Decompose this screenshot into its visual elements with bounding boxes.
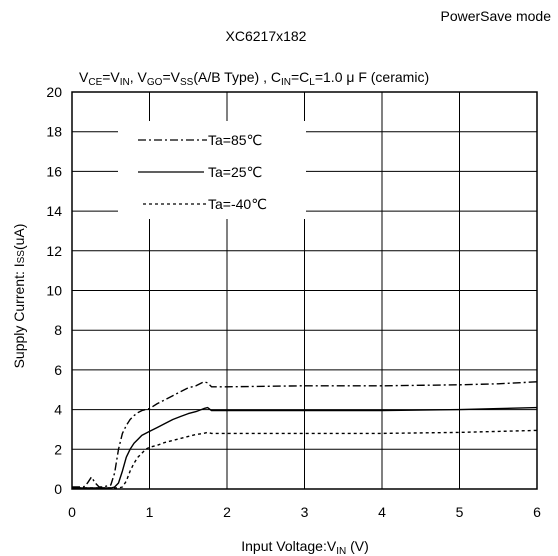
series-line-0 [72,381,538,488]
plot-frame [71,91,538,490]
y-tick-label: 10 [46,283,62,299]
y-tick-label: 12 [46,243,62,259]
y-tick-label: 20 [46,84,62,100]
y-tick-label: 18 [46,124,62,140]
y-axis-label: Supply Current: ISS(uA) [11,224,27,369]
y-tick-label: 4 [54,402,62,418]
legend: Ta=85℃ Ta=25℃ Ta=-40℃ [118,121,306,219]
series-line-1 [72,406,538,489]
x-tick-labels: 0 1 2 3 4 5 6 [68,504,541,520]
x-tick-label: 3 [301,504,309,520]
y-tick-label: 6 [54,362,62,378]
y-tick-label: 2 [54,441,62,457]
mode-label: PowerSave mode [440,8,551,24]
y-tick-label: 0 [54,481,62,497]
legend-label-25: Ta=25℃ [208,164,262,180]
legend-label-m40: Ta=-40℃ [208,196,267,212]
x-axis-label: Input Voltage:VIN (V) [241,538,369,556]
y-tick-label: 14 [46,203,62,219]
y-tick-label: 8 [54,322,62,338]
x-tick-label: 2 [223,504,231,520]
x-tick-label: 6 [533,504,541,520]
x-tick-label: 5 [456,504,464,520]
legend-box [118,121,306,219]
condition-subtitle: VCE=VIN, VGO=VSS(A/B Type) , CIN=CL=1.0 … [79,69,429,88]
x-tick-label: 1 [146,504,154,520]
y-tick-labels: 0 2 4 6 8 10 12 14 16 18 20 [46,84,62,497]
series-layer [72,381,538,489]
x-tick-label: 4 [378,504,386,520]
chart-title: XC6217x182 [226,28,307,44]
x-tick-label: 0 [68,504,76,520]
y-tick-label: 16 [46,163,62,179]
series-line-2 [72,429,538,489]
legend-label-85: Ta=85℃ [208,132,262,148]
